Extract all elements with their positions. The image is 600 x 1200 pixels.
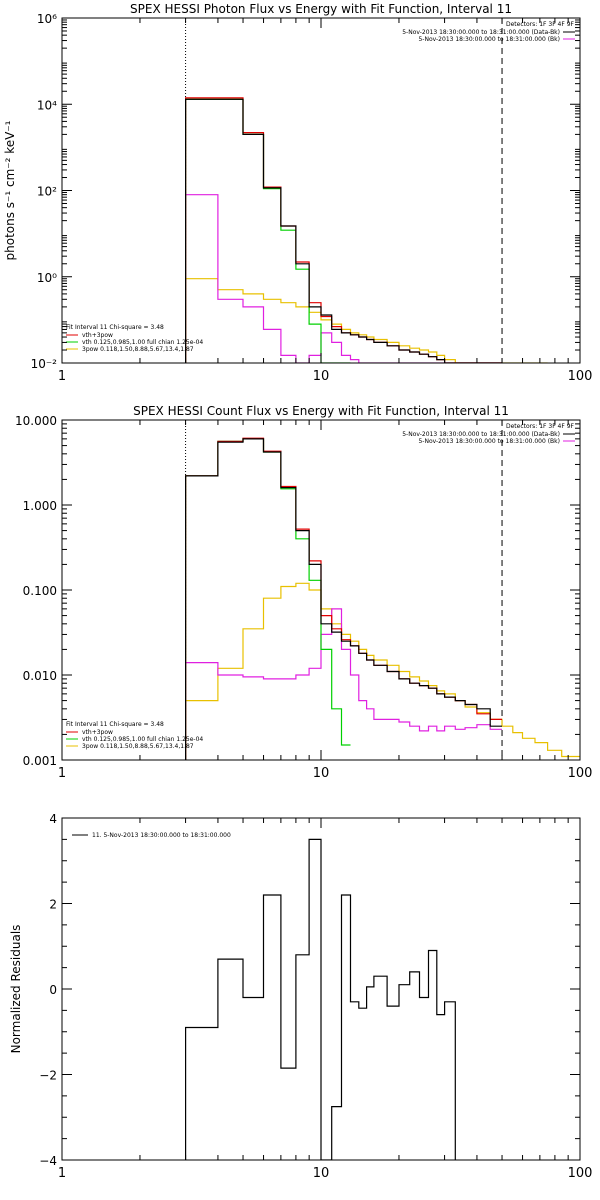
y-tick-label: 0.001 <box>23 754 57 768</box>
photon-flux-panel: SPEX HESSI Photon Flux vs Energy with Fi… <box>3 2 592 384</box>
y-tick-label: 0 <box>49 983 57 997</box>
series-vth <box>185 98 351 363</box>
series-vth-plus-3pow <box>185 97 502 363</box>
residuals-panel: Normalized Residuals 11. 5-Nov-2013 18:30… <box>9 812 592 1181</box>
fit-legend-entry: vth 0.125,0.985,1.00 full chian 1.25e-04 <box>82 736 203 743</box>
residuals-legend: 11. 5-Nov-2013 18:30:00.000 to 18:31:00.… <box>92 832 231 839</box>
y-tick-label: 10⁶ <box>37 12 57 26</box>
x-tick-label: 10 <box>313 766 330 781</box>
residuals-series <box>185 838 456 1160</box>
detectors-label: Detectors: 1F 3F 4F 9F <box>506 21 575 28</box>
series-3pow <box>185 582 580 760</box>
x-tick-label: 1 <box>58 766 66 781</box>
series-bk <box>185 608 502 760</box>
x-tick-label: 10 <box>313 369 330 384</box>
y-tick-label: 10.000 <box>15 414 57 428</box>
series-vth <box>185 438 351 760</box>
y-tick-label: 10⁻² <box>31 357 58 371</box>
y-tick-label: 0.010 <box>23 669 57 683</box>
y-tick-label: 10⁰ <box>37 271 57 285</box>
x-tick-label: 1 <box>58 1166 66 1181</box>
x-tick-label: 1 <box>58 369 66 384</box>
y-tick-label: −4 <box>39 1154 57 1168</box>
chart-title: SPEX HESSI Photon Flux vs Energy with Fi… <box>130 2 512 16</box>
fit-legend-entry: 3pow 0.118,1.50,8.88,5.67,13.4,1.87 <box>82 743 194 750</box>
fit-legend-entry: vth+3pow <box>82 729 113 736</box>
y-tick-label: 1.000 <box>23 499 57 513</box>
series-vth-plus-3pow <box>185 437 502 760</box>
series-3pow <box>185 278 548 363</box>
x-tick-label: 100 <box>568 766 593 781</box>
detectors-label: Detectors: 1F 3F 4F 9F <box>506 423 575 430</box>
y-tick-label: 10⁴ <box>37 98 57 112</box>
legend-entry-label: 5-Nov-2013 18:30:00.000 to 18:31:00.000 … <box>402 431 560 438</box>
fit-legend-entry: vth+3pow <box>82 332 113 339</box>
y-tick-label: 4 <box>49 812 57 826</box>
y-tick-label: 0.100 <box>23 584 57 598</box>
y-tick-label: −2 <box>39 1069 57 1083</box>
y-axis-label: photons s⁻¹ cm⁻² keV⁻¹ <box>3 120 17 260</box>
count-flux-panel: SPEX HESSI Count Flux vs Energy with Fit… <box>15 404 592 781</box>
fit-legend-header: Fit Interval 11 Chi-square = 3.48 <box>66 324 164 331</box>
chart-title: SPEX HESSI Count Flux vs Energy with Fit… <box>133 404 509 418</box>
legend-entry-label: 5-Nov-2013 18:30:00.000 to 18:31:00.000 … <box>402 29 560 36</box>
legend-entry-label: 5-Nov-2013 18:30:00.000 to 18:31:00.000 … <box>418 36 560 43</box>
series-data <box>185 438 502 760</box>
series-data <box>185 98 502 363</box>
legend-entry-label: 5-Nov-2013 18:30:00.000 to 18:31:00.000 … <box>418 438 560 445</box>
fit-legend-entry: vth 0.125,0.985,1.00 full chian 1.25e-04 <box>82 339 203 346</box>
x-tick-label: 100 <box>568 1166 593 1181</box>
y-tick-label: 10² <box>37 185 57 199</box>
y-axis-label: Normalized Residuals <box>9 925 23 1054</box>
x-tick-label: 10 <box>313 1166 330 1181</box>
fit-legend-entry: 3pow 0.118,1.50,8.88,5.67,13.4,1.87 <box>82 346 194 353</box>
series-bk <box>185 194 502 363</box>
x-tick-label: 100 <box>568 369 593 384</box>
y-tick-label: 2 <box>49 898 57 912</box>
fit-legend-header: Fit Interval 11 Chi-square = 3.48 <box>66 721 164 728</box>
